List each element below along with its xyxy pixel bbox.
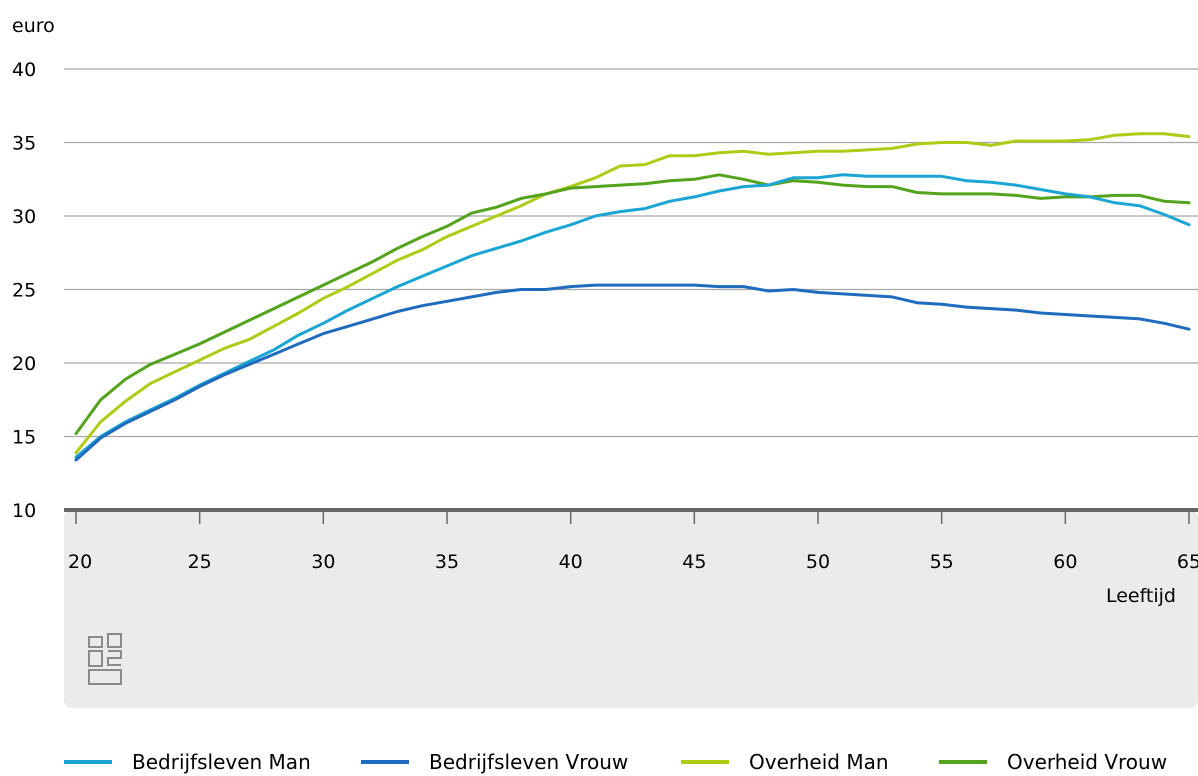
grid-lines: [64, 68, 1198, 512]
x-tick-label-45: 45: [682, 551, 706, 573]
legend-swatch-overheid-vrouw: [939, 760, 987, 764]
series-line-overheid-man: [74, 132, 1191, 455]
x-tick-label-50: 50: [806, 551, 830, 573]
y-tick-label-20: 20: [12, 353, 36, 375]
legend-label-bedrijfsleven-vrouw: Bedrijfsleven Vrouw: [429, 750, 629, 774]
y-tick-label-35: 35: [12, 133, 36, 155]
x-tick-label-20: 20: [68, 551, 92, 573]
legend-item-overheid-man: Overheid Man: [681, 750, 939, 774]
legend-label-bedrijfsleven-man: Bedrijfsleven Man: [132, 750, 311, 774]
x-tick-label-65: 65: [1177, 551, 1198, 573]
series-line-bedrijfsleven-man: [74, 173, 1191, 459]
chart-legend: Bedrijfsleven Man Bedrijfsleven Vrouw Over…: [64, 748, 1198, 776]
legend-swatch-bedrijfsleven-man: [64, 760, 112, 764]
legend-item-bedrijfsleven-man: Bedrijfsleven Man: [64, 750, 361, 774]
legend-label-overheid-man: Overheid Man: [749, 750, 889, 774]
legend-label-overheid-vrouw: Overheid Vrouw: [1007, 750, 1168, 774]
series-line-overheid-vrouw: [74, 173, 1191, 436]
y-tick-label-10: 10: [12, 500, 36, 522]
legend-item-overheid-vrouw: Overheid Vrouw: [939, 750, 1198, 774]
line-chart: 10 15 20 25 30 35 40 20 25 30 35 40 45 50 55 60 65 euro…: [12, 15, 1198, 708]
series-line-bedrijfsleven-vrouw: [74, 283, 1191, 462]
y-tick-label-25: 25: [12, 280, 36, 302]
x-axis-title: Leeftijd: [1106, 585, 1176, 607]
y-axis-title: euro: [12, 15, 55, 37]
x-tick-label-60: 60: [1053, 551, 1077, 573]
x-tick-label-55: 55: [930, 551, 954, 573]
x-tick-label-35: 35: [435, 551, 459, 573]
cbs-logo: [88, 633, 122, 685]
y-tick-label-30: 30: [12, 206, 36, 228]
x-tick-label-25: 25: [188, 551, 212, 573]
legend-swatch-bedrijfsleven-vrouw: [361, 760, 409, 764]
y-tick-label-40: 40: [12, 59, 36, 81]
x-tick-label-40: 40: [559, 551, 583, 573]
x-axis-panel: [64, 510, 1198, 708]
y-tick-labels: 10 15 20 25 30 35 40: [12, 59, 36, 522]
x-tick-label-30: 30: [311, 551, 335, 573]
y-tick-label-15: 15: [12, 427, 36, 449]
legend-item-bedrijfsleven-vrouw: Bedrijfsleven Vrouw: [361, 750, 681, 774]
series-lines: [74, 132, 1191, 462]
x-ticks: 20 25 30 35 40 45 50 55 60 65: [68, 512, 1198, 573]
legend-swatch-overheid-man: [681, 760, 729, 764]
